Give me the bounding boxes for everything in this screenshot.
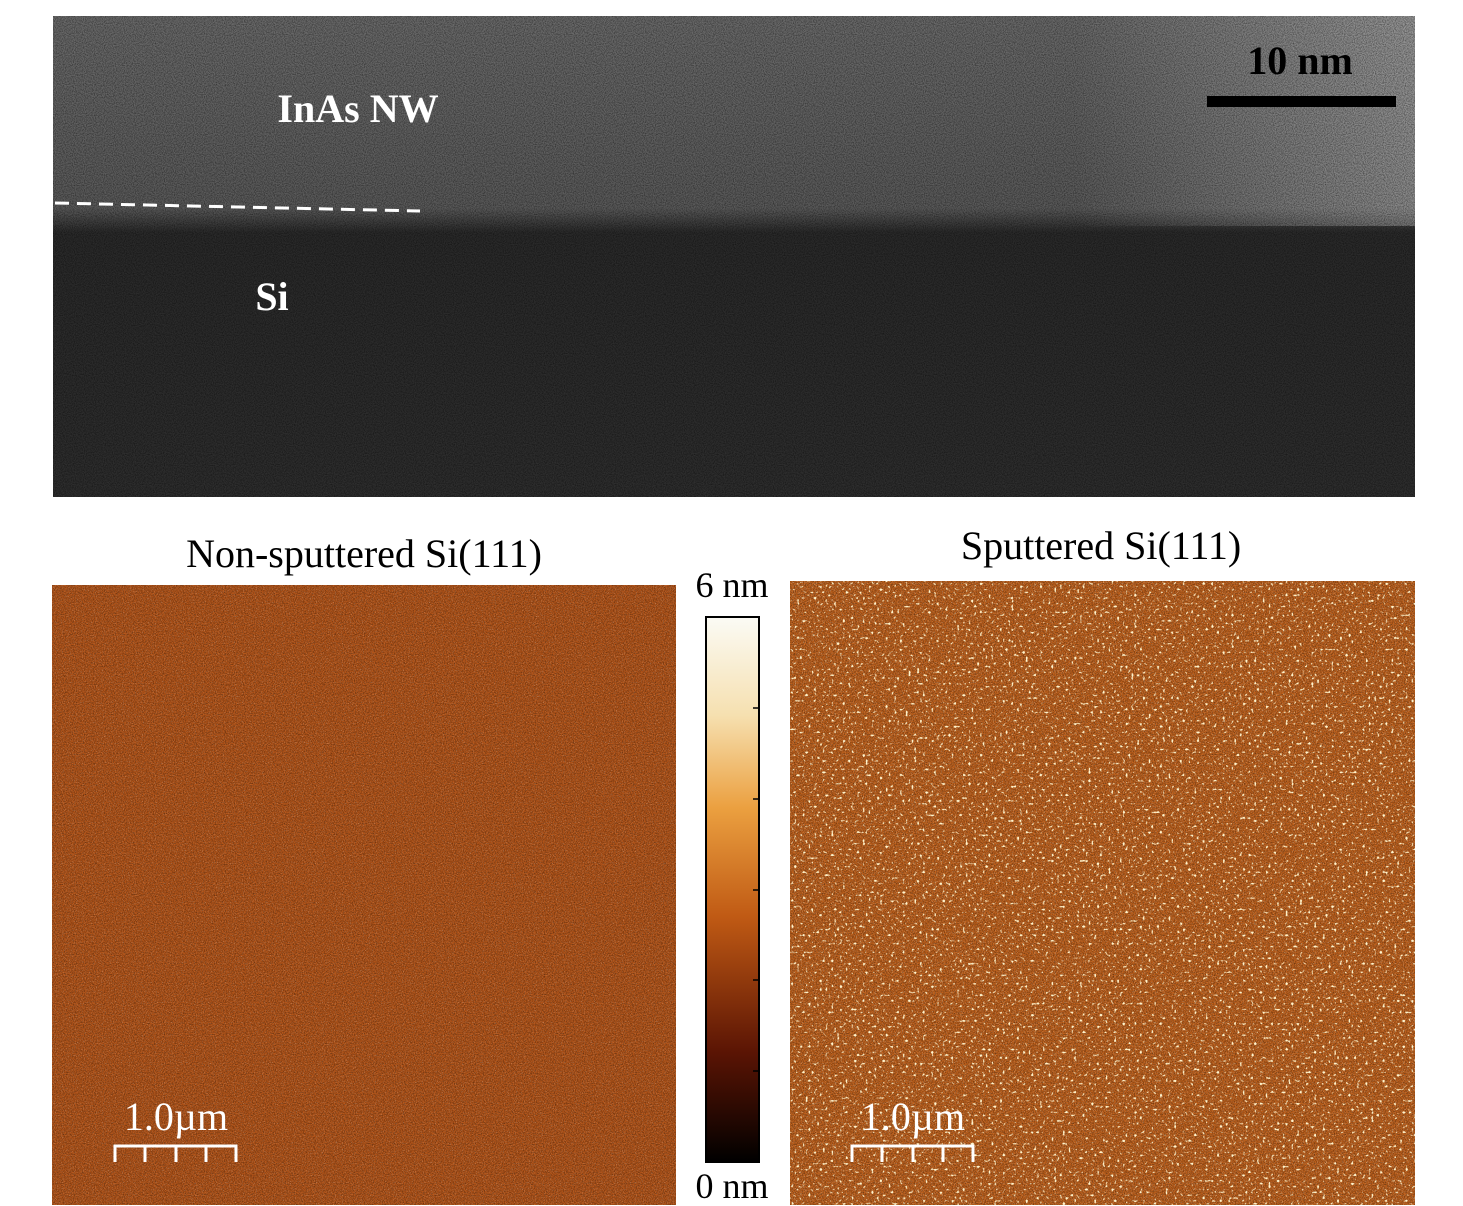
afm-panel: Non-sputtered Si(111) 1.0µm (52, 531, 676, 1205)
panel-title: Sputtered Si(111) (961, 523, 1241, 568)
colorbar: 6 nm 0 nm (695, 565, 768, 1206)
colorbar-max-label: 6 nm (695, 565, 768, 605)
scale-bar (1207, 96, 1396, 107)
colorbar-gradient (706, 617, 759, 1162)
afm-panel: Sputtered Si(111) 1.0µm (790, 523, 1415, 1205)
page: {"tem": {"scale_bar": "10 nm", "labels":… (0, 0, 1463, 1206)
tem-label: Si (255, 274, 288, 319)
scale-bar-label: 10 nm (1247, 38, 1353, 83)
tem-grain (53, 16, 1415, 497)
scale-bar-label: 1.0µm (124, 1094, 228, 1139)
panel-title: Non-sputtered Si(111) (186, 531, 542, 576)
tem-label: InAs NW (277, 86, 438, 131)
figure: InAs NW Si 10 nm Non-sputtered Si(111) 1… (0, 0, 1463, 1206)
scale-bar-label: 1.0µm (861, 1094, 965, 1139)
colorbar-min-label: 0 nm (695, 1166, 768, 1206)
tem-panel: InAs NW Si 10 nm (53, 16, 1415, 497)
